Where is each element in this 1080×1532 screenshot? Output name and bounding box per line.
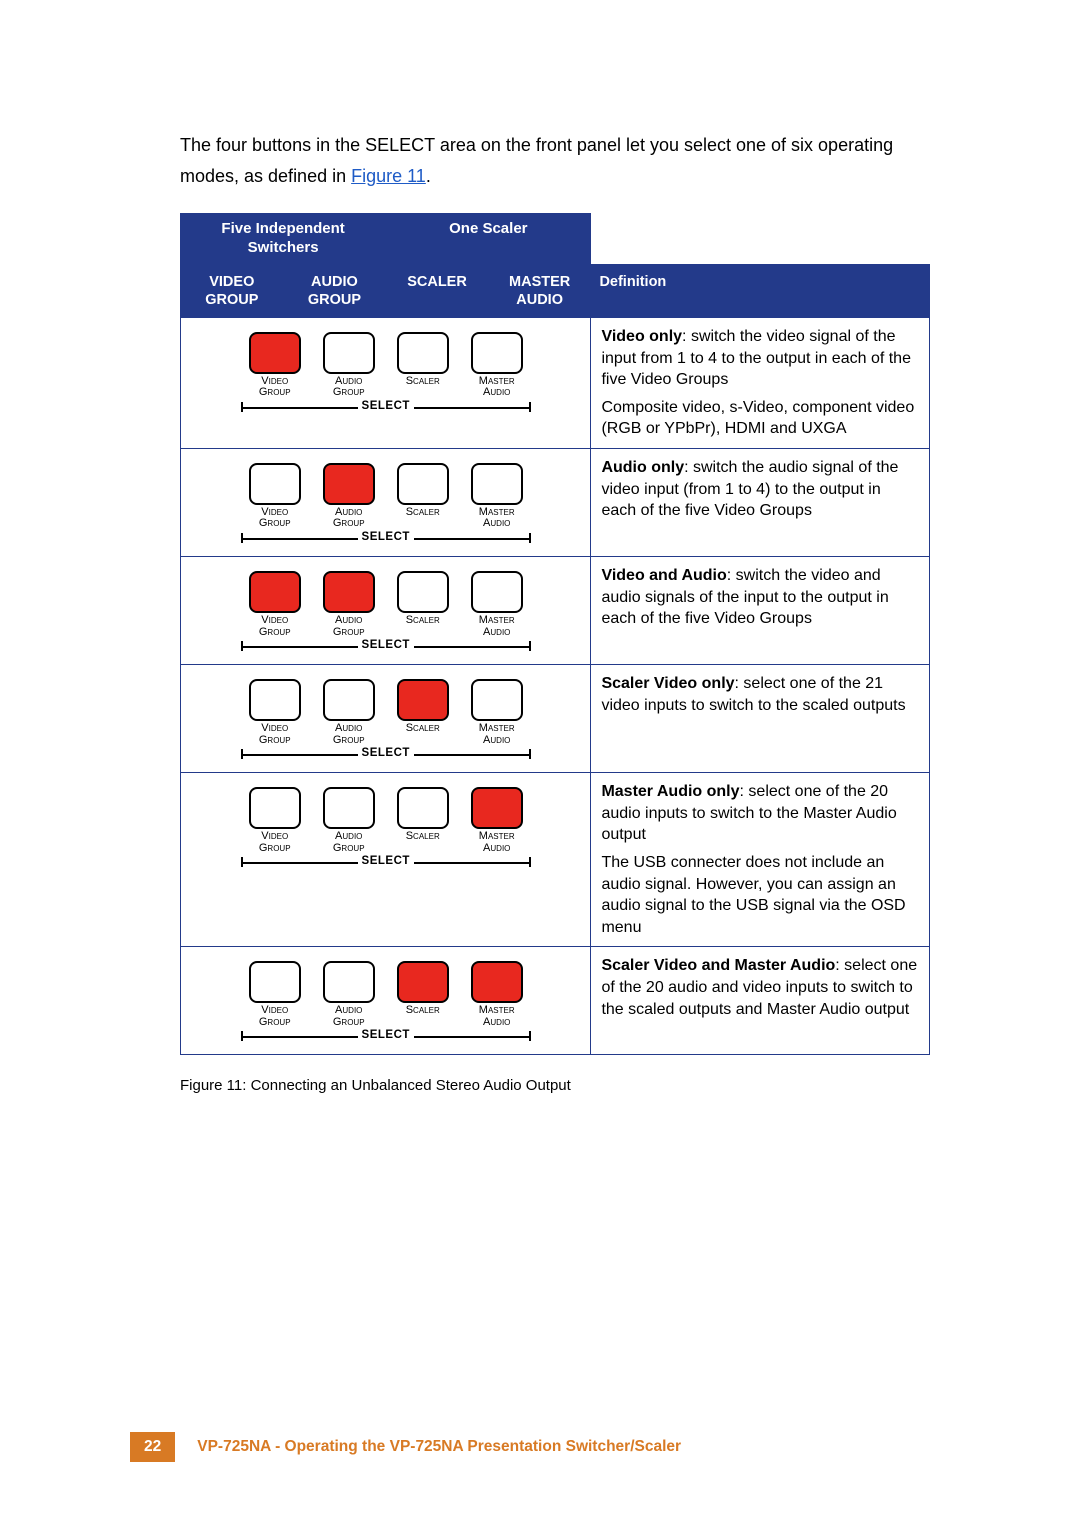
footer-title: VP-725NA - Operating the VP-725NA Presen… [197, 1438, 681, 1456]
hdr-five-independent: Five Independent Switchers [181, 214, 386, 265]
button-label: Scaler [397, 723, 449, 746]
select-bracket: SELECT [241, 640, 531, 654]
button-label: VideoGroup [249, 615, 301, 638]
select-button [323, 463, 375, 505]
select-bracket: SELECT [241, 532, 531, 546]
button-panel-cell: VideoGroup AudioGroup Scaler MasterAudio SEL… [181, 448, 591, 556]
button-label: MasterAudio [471, 831, 523, 854]
button-label: MasterAudio [471, 723, 523, 746]
select-button [397, 961, 449, 1003]
page-footer: 22 VP-725NA - Operating the VP-725NA Pre… [130, 1432, 930, 1462]
button-label: Scaler [397, 376, 449, 399]
button-panel-cell: VideoGroup AudioGroup Scaler MasterAudio SEL… [181, 557, 591, 665]
definition-cell: Video and Audio: switch the video and au… [591, 557, 930, 665]
intro-paragraph: The four buttons in the SELECT area on t… [180, 130, 930, 191]
button-label: AudioGroup [323, 831, 375, 854]
hdr-master-audio: MASTER AUDIO [488, 264, 591, 317]
definition-cell: Scaler Video only: select one of the 21 … [591, 665, 930, 773]
select-button [249, 463, 301, 505]
button-label: VideoGroup [249, 723, 301, 746]
button-label: AudioGroup [323, 723, 375, 746]
hdr-audio-group: AUDIO GROUP [283, 264, 386, 317]
figure-caption: Figure 11: Connecting an Unbalanced Ster… [180, 1077, 930, 1094]
select-button [249, 679, 301, 721]
button-label: VideoGroup [249, 831, 301, 854]
modes-table: Five Independent Switchers One Scaler VI… [180, 213, 930, 1055]
select-button [471, 463, 523, 505]
select-bracket: SELECT [241, 1030, 531, 1044]
select-button [397, 571, 449, 613]
select-button [397, 332, 449, 374]
select-button [249, 571, 301, 613]
button-label: AudioGroup [323, 1005, 375, 1028]
select-button [471, 787, 523, 829]
select-button [471, 679, 523, 721]
button-label: AudioGroup [323, 615, 375, 638]
hdr-one-scaler: One Scaler [386, 214, 591, 265]
button-label: VideoGroup [249, 376, 301, 399]
select-button [323, 961, 375, 1003]
intro-text-before: The four buttons in the SELECT area on t… [180, 135, 893, 186]
definition-cell: Audio only: switch the audio signal of t… [591, 448, 930, 556]
select-button [323, 679, 375, 721]
select-bracket: SELECT [241, 748, 531, 762]
select-bracket: SELECT [241, 856, 531, 870]
button-label: Scaler [397, 831, 449, 854]
definition-cell: Master Audio only: select one of the 20 … [591, 773, 930, 947]
button-label: Scaler [397, 615, 449, 638]
definition-cell: Scaler Video and Master Audio: select on… [591, 947, 930, 1055]
button-label: AudioGroup [323, 507, 375, 530]
button-label: MasterAudio [471, 376, 523, 399]
button-label: VideoGroup [249, 1005, 301, 1028]
button-label: Scaler [397, 507, 449, 530]
hdr-scaler: SCALER [386, 264, 489, 317]
button-panel-cell: VideoGroup AudioGroup Scaler MasterAudio SEL… [181, 773, 591, 947]
button-label: VideoGroup [249, 507, 301, 530]
select-button [323, 571, 375, 613]
select-button [249, 332, 301, 374]
select-button [397, 679, 449, 721]
hdr-video-group: VIDEO GROUP [181, 264, 284, 317]
select-button [397, 787, 449, 829]
definition-cell: Video only: switch the video signal of t… [591, 317, 930, 448]
page-number: 22 [130, 1432, 175, 1462]
button-panel-cell: VideoGroup AudioGroup Scaler MasterAudio SEL… [181, 317, 591, 448]
select-button [323, 787, 375, 829]
figure-link[interactable]: Figure 11 [351, 166, 426, 186]
button-label: MasterAudio [471, 507, 523, 530]
select-button [323, 332, 375, 374]
hdr-blank [591, 214, 930, 265]
button-label: Scaler [397, 1005, 449, 1028]
select-bracket: SELECT [241, 401, 531, 415]
button-label: MasterAudio [471, 1005, 523, 1028]
hdr-definition: Definition [591, 264, 930, 317]
select-button [471, 332, 523, 374]
button-panel-cell: VideoGroup AudioGroup Scaler MasterAudio SEL… [181, 665, 591, 773]
select-button [249, 961, 301, 1003]
select-button [471, 571, 523, 613]
button-label: AudioGroup [323, 376, 375, 399]
select-button [397, 463, 449, 505]
button-panel-cell: VideoGroup AudioGroup Scaler MasterAudio SEL… [181, 947, 591, 1055]
button-label: MasterAudio [471, 615, 523, 638]
select-button [249, 787, 301, 829]
intro-text-after: . [426, 166, 431, 186]
select-button [471, 961, 523, 1003]
